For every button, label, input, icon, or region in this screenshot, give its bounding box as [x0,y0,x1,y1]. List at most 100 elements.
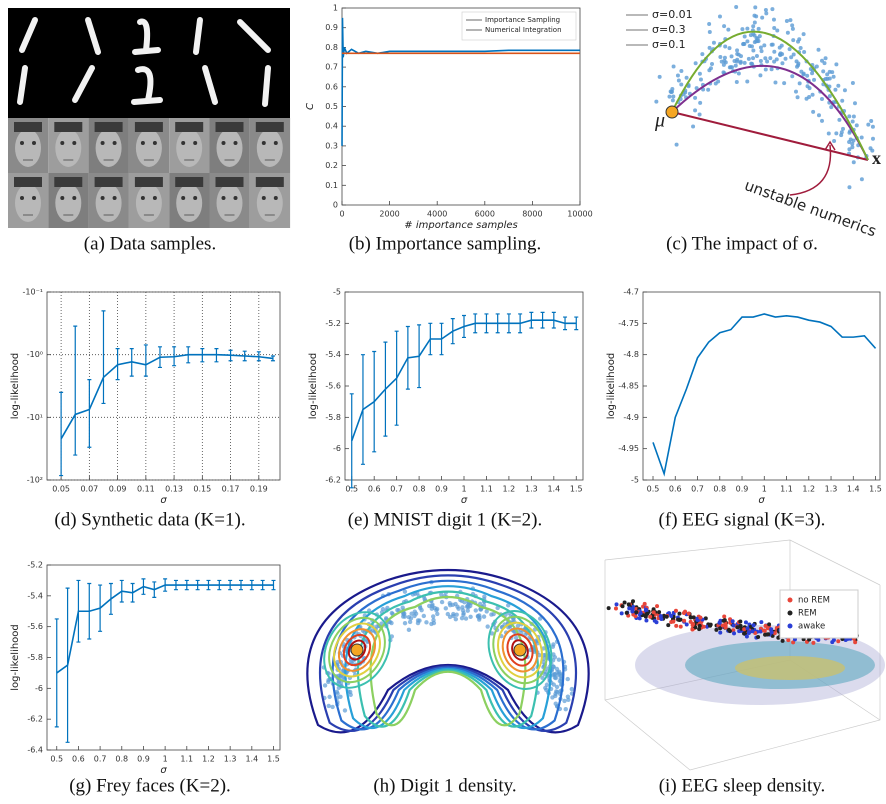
x-tick-label: 0.5 [345,485,358,494]
dot [734,5,739,10]
dot [770,42,775,47]
x-tick-label: 0.07 [80,485,98,494]
error-bar [563,316,568,331]
dot [837,117,842,122]
dot [723,44,728,49]
y-tick-label: -4.95 [618,444,639,453]
dot [749,61,754,66]
x-tick-label: 0.9 [435,485,448,494]
dot [326,703,331,709]
eye [60,196,65,200]
dot [683,90,688,95]
y-tick-label: -10² [27,476,43,485]
dot [669,613,674,618]
dot [733,63,738,68]
dot [671,64,676,69]
dot [804,96,809,101]
x-tick-label: 2000 [379,210,399,219]
dot [783,56,788,61]
dot [763,67,768,72]
dot [631,599,636,604]
dot [772,59,777,64]
x-tick-label: 10000 [567,210,592,219]
x-tick-label: 4000 [427,210,447,219]
dot [473,608,478,613]
dot [780,638,785,643]
legend-label: awake [798,622,825,632]
dot [718,630,723,635]
digit-density [306,568,590,734]
dot [763,56,768,61]
error-bar [141,578,146,595]
dot [742,627,747,632]
dot [540,675,545,681]
dot [732,631,737,636]
y-tick-label: -4.9 [623,413,639,422]
x-tick-label: 0.7 [390,485,403,494]
y-tick-label: 0.3 [325,141,338,150]
dot [723,60,728,65]
y-tick-label: -5.8 [325,413,341,422]
dot [738,619,743,624]
dot [774,57,779,62]
face-shape [256,184,283,222]
dot [790,74,795,79]
caption: (e) MNIST digit 1 (K=2). [348,509,543,530]
mu-label: μ [654,110,665,132]
error-bar [115,347,120,381]
error-bar [129,347,134,377]
dot [693,108,698,113]
dot [707,21,712,26]
y-tick-label: -4.75 [618,319,639,328]
dot [786,638,791,643]
legend-label: σ=0.1 [652,38,686,51]
dot [812,77,817,82]
dot [335,691,340,696]
error-bar [130,582,135,603]
y-tick-label: -5.4 [325,350,341,359]
face-shape [55,129,82,167]
dot [456,606,461,611]
dot [802,50,807,55]
dot [859,177,864,182]
dot [772,631,777,636]
dot [738,60,743,65]
dot [745,39,750,44]
dot [851,138,856,143]
dot [700,52,705,57]
dot [673,608,678,613]
error-bar [242,350,247,362]
dot [708,66,713,71]
dot [513,635,519,640]
dot [796,39,801,44]
dot [643,607,648,612]
dot [461,610,466,616]
contour [501,627,539,673]
dot [832,138,837,143]
x-tick-label: 0.6 [669,485,682,494]
dot [717,620,722,625]
dot [669,90,674,95]
dot [816,47,821,52]
dot [831,74,836,79]
y-axis-label: C [305,103,316,110]
dot [565,676,570,682]
dot [447,614,453,620]
dot [674,623,679,628]
x-tick-label: 1.1 [180,755,193,764]
dot [811,109,816,114]
x-tick-label: 6000 [475,210,495,219]
error-bar [87,582,92,640]
dot [730,619,735,624]
x-axis-label: # importance samples [404,220,517,231]
eye [112,141,117,145]
eye [233,196,238,200]
x-tick-label: 0.8 [413,485,426,494]
error-bar [271,579,276,591]
y-tick-label: -6 [35,684,43,693]
y-tick-label: -5.6 [27,622,43,631]
dot [693,61,698,66]
dot [489,631,495,636]
caption: (c) The impact of σ. [666,233,818,254]
dot [847,114,852,119]
